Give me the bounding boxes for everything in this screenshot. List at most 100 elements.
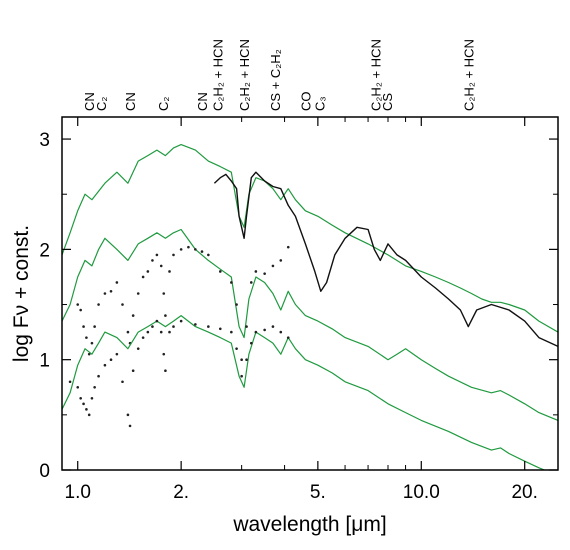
data-point xyxy=(126,413,130,417)
data-point xyxy=(82,325,85,328)
data-point xyxy=(68,380,72,384)
data-point xyxy=(79,396,82,400)
y-axis: 0 1 2 3 xyxy=(39,130,558,482)
data-point xyxy=(286,336,290,339)
data-point xyxy=(87,352,91,356)
data-point xyxy=(249,341,253,345)
data-point xyxy=(245,325,248,328)
data-point xyxy=(218,270,222,273)
data-point xyxy=(168,330,171,334)
data-point xyxy=(230,330,233,334)
data-point xyxy=(194,248,197,251)
y-tick-label: 1 xyxy=(39,351,50,372)
data-point xyxy=(207,325,210,328)
data-point xyxy=(146,270,150,273)
series-4-model-line xyxy=(62,315,546,470)
data-point xyxy=(136,347,140,350)
data-point xyxy=(103,292,107,295)
data-point xyxy=(218,327,222,331)
data-point xyxy=(155,319,159,323)
data-point xyxy=(187,245,190,249)
series-3-observed-dots xyxy=(76,245,290,361)
data-point xyxy=(168,270,171,273)
data-point xyxy=(263,272,266,275)
spectra-series xyxy=(62,144,558,470)
molecule-label: C₂ xyxy=(94,97,109,111)
data-point xyxy=(279,330,283,334)
molecule-label: CS + C₂H₂ xyxy=(268,49,283,111)
series-1-observed-line xyxy=(213,171,558,348)
data-point xyxy=(159,264,163,268)
x-tick-label: 2. xyxy=(173,482,189,503)
data-point xyxy=(254,330,258,334)
data-point xyxy=(93,325,96,328)
data-point xyxy=(126,330,130,334)
molecule-label: C₃ xyxy=(312,96,327,111)
data-point xyxy=(162,352,166,356)
data-point xyxy=(271,325,275,328)
data-point xyxy=(263,328,266,332)
data-point xyxy=(79,308,82,312)
data-point xyxy=(194,323,197,326)
molecule-label: C₂H₂ + HCN xyxy=(368,39,383,111)
data-point xyxy=(286,245,290,249)
data-point xyxy=(235,303,238,306)
data-point xyxy=(109,358,113,361)
data-point xyxy=(115,352,119,356)
data-point xyxy=(254,270,258,273)
data-point xyxy=(249,281,253,284)
data-point xyxy=(85,408,88,411)
data-point xyxy=(76,303,80,306)
molecule-label: C₂H₂ + HCN xyxy=(237,39,252,111)
data-point xyxy=(179,319,183,323)
data-point xyxy=(200,250,204,253)
data-point xyxy=(97,303,100,306)
data-point xyxy=(131,369,135,373)
data-point xyxy=(115,281,119,284)
data-point xyxy=(136,292,140,295)
data-point xyxy=(128,424,132,428)
molecule-label: CN xyxy=(123,92,138,111)
data-point xyxy=(179,248,183,251)
data-point xyxy=(279,259,283,262)
x-axis-title: wavelength [μm] xyxy=(232,513,386,536)
data-point xyxy=(131,314,135,317)
data-point xyxy=(82,402,85,406)
molecule-label: C₂H₂ + HCN xyxy=(210,39,225,111)
data-point xyxy=(85,336,88,339)
x-tick-label: 10.0 xyxy=(403,482,440,503)
data-point xyxy=(151,259,154,262)
data-point xyxy=(90,396,94,400)
data-point xyxy=(121,303,124,306)
data-point xyxy=(103,363,107,367)
data-point xyxy=(76,385,80,389)
data-point xyxy=(87,413,91,417)
data-point xyxy=(271,264,275,268)
molecule-label: CO xyxy=(298,92,313,112)
data-point xyxy=(240,358,243,361)
data-point xyxy=(230,281,233,284)
y-tick-label: 3 xyxy=(39,130,50,151)
x-tick-label: 1.0 xyxy=(65,482,91,503)
data-point xyxy=(146,330,150,334)
data-point xyxy=(240,374,243,378)
data-point xyxy=(141,336,145,339)
data-point xyxy=(245,358,248,361)
data-point xyxy=(109,289,113,293)
data-point xyxy=(141,275,145,279)
molecule-label: CN xyxy=(195,92,210,111)
molecule-label: CS xyxy=(380,93,395,111)
y-axis-title: log Fν + const. xyxy=(10,225,33,362)
y-tick-label: 0 xyxy=(39,461,50,482)
data-point xyxy=(235,347,238,350)
data-point xyxy=(151,325,154,328)
data-point xyxy=(172,325,175,328)
x-axis: 1.0 2. 5. 10.0 20. xyxy=(61,117,538,503)
plot-frame xyxy=(61,116,559,471)
series-2-model-line xyxy=(62,228,558,421)
data-point xyxy=(164,314,167,317)
molecule-label: C₂ xyxy=(156,97,171,111)
data-point xyxy=(172,253,175,257)
